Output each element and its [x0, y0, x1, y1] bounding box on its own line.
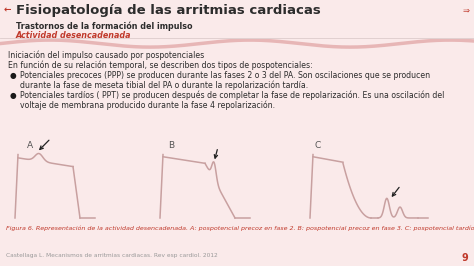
Text: Actividad desencadenada: Actividad desencadenada	[16, 31, 131, 40]
Text: 9: 9	[461, 253, 468, 263]
Text: Potenciales precoces (PPP) se producen durante las fases 2 o 3 del PA. Son oscil: Potenciales precoces (PPP) se producen d…	[20, 71, 430, 80]
Text: Iniciación del impulso causado por pospotenciales: Iniciación del impulso causado por pospo…	[8, 51, 204, 60]
Text: B: B	[168, 141, 174, 150]
Text: En función de su relación temporal, se describen dos tipos de pospotenciales:: En función de su relación temporal, se d…	[8, 60, 313, 70]
Text: A: A	[27, 141, 33, 150]
Text: C: C	[315, 141, 321, 150]
Text: ⇒: ⇒	[463, 6, 470, 15]
Text: Figura 6. Representación de la actividad desencadenada. A: pospotencial precoz e: Figura 6. Representación de la actividad…	[6, 226, 474, 231]
Text: Fisiopatología de las arritmias cardiacas: Fisiopatología de las arritmias cardiaca…	[16, 4, 321, 17]
Text: ●: ●	[10, 71, 17, 80]
Text: ←: ←	[4, 6, 11, 15]
Text: durante la fase de meseta tibial del PA o durante la repolarización tardía.: durante la fase de meseta tibial del PA …	[20, 80, 308, 90]
Text: Potenciales tardíos ( PPT) se producen después de completar la fase de repolariz: Potenciales tardíos ( PPT) se producen d…	[20, 91, 444, 100]
Text: Trastornos de la formación del impulso: Trastornos de la formación del impulso	[16, 22, 192, 31]
Text: Castellaga L. Mecanismos de arritmias cardiacas. Rev esp cardiol. 2012: Castellaga L. Mecanismos de arritmias ca…	[6, 253, 218, 258]
Text: ●: ●	[10, 91, 17, 100]
Text: voltaje de membrana producido durante la fase 4 repolarización.: voltaje de membrana producido durante la…	[20, 100, 275, 110]
